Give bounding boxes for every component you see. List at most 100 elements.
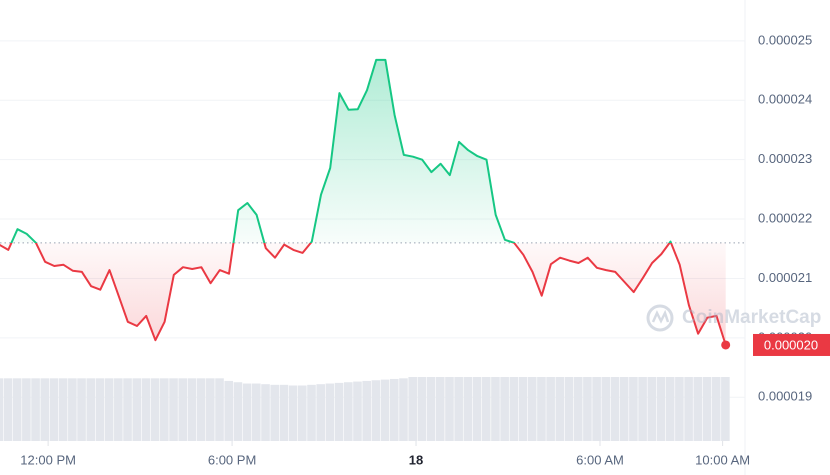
volume-bar [362, 380, 371, 441]
price-tag-label: 0.000020 [764, 337, 818, 352]
volume-bar [555, 377, 565, 441]
volume-bar [472, 377, 482, 441]
volume-bar [583, 377, 592, 441]
volume-bar [187, 378, 197, 441]
y-tick-label: 0.000021 [758, 270, 812, 285]
volume-bar [389, 378, 399, 441]
volume-bar [233, 382, 243, 441]
price-line [0, 58, 727, 346]
volume-bar [86, 378, 96, 441]
volume-bar [242, 383, 252, 441]
area [0, 59, 726, 345]
volume-bar [307, 384, 316, 441]
volume-bar [481, 377, 491, 441]
volume-bar [206, 378, 215, 441]
volume-bar [279, 384, 289, 441]
volume-bar [537, 377, 546, 441]
volume-bar [647, 377, 657, 441]
volume-bar [22, 378, 31, 441]
volume-bar [141, 378, 151, 441]
volume-bar [77, 378, 86, 441]
volume-bar [178, 378, 188, 441]
volume-bar [196, 378, 206, 441]
y-tick-label: 0.000024 [758, 92, 812, 107]
volume-bar [334, 382, 344, 441]
volume-bar [371, 380, 381, 441]
volume-bar [49, 378, 59, 441]
volume-bar [592, 377, 601, 441]
volume-bar [224, 380, 234, 441]
volume-bar [601, 377, 611, 441]
volume-bar [629, 377, 638, 441]
watermark: CoinMarketCap [646, 304, 821, 332]
volume-bar [665, 377, 675, 441]
volume-bar [132, 378, 142, 441]
volume-bar [123, 378, 132, 441]
volume-bar [408, 377, 417, 441]
y-tick-label: 0.000023 [758, 151, 812, 166]
volume-bar [445, 377, 454, 441]
x-tick-label: 6:00 AM [576, 452, 624, 467]
volume-bar [298, 385, 307, 441]
x-tick-label: 6:00 PM [208, 452, 256, 467]
volume-bar [399, 378, 408, 441]
volume-bar [702, 377, 712, 441]
volume-bar [426, 377, 436, 441]
volume-bar [527, 377, 537, 441]
volume-bar [31, 378, 40, 441]
volume-bar [325, 383, 335, 441]
volume-bar [500, 377, 509, 441]
volume-bar [261, 384, 270, 441]
volume-bar [675, 377, 684, 441]
volume-bar [3, 378, 13, 441]
y-tick-label: 0.000019 [758, 389, 812, 404]
volume-bar [58, 378, 68, 441]
volume-bar [95, 378, 105, 441]
watermark-text: CoinMarketCap [682, 307, 821, 328]
volume-bar [721, 377, 730, 441]
volume-bar [150, 378, 160, 441]
volume-bar [518, 377, 528, 441]
x-tick-label: 10:00 AM [695, 452, 750, 467]
volume-bar [288, 385, 298, 441]
volume-bar [270, 384, 280, 441]
volume-bar [711, 377, 721, 441]
volume-bar [546, 377, 555, 441]
volume-bar [380, 379, 390, 441]
volume-bar [564, 377, 574, 441]
watermark-logo [651, 309, 670, 324]
volume-bar [160, 378, 169, 441]
y-tick-label: 0.000025 [758, 32, 812, 47]
volume-bar [435, 377, 445, 441]
volume-bar [454, 377, 463, 441]
price-tag [753, 333, 830, 356]
volume-bar [638, 377, 647, 441]
volume-bar [252, 383, 261, 441]
volume-bar [104, 378, 114, 441]
volume-bar [619, 377, 629, 441]
volume-bar [693, 377, 703, 441]
volume-bar [417, 377, 427, 441]
volume-bar [353, 381, 362, 441]
volume-bar [684, 377, 693, 441]
volume-bar [0, 378, 4, 441]
volume-bar [169, 378, 178, 441]
volume-bar [114, 378, 123, 441]
volume-bar [463, 377, 473, 441]
last-point [721, 340, 731, 350]
volume-bar [573, 377, 583, 441]
volume-bar [40, 378, 50, 441]
volume-bar [656, 377, 666, 441]
x-tick-label: 12:00 PM [20, 452, 76, 467]
volume-bar [343, 382, 353, 441]
volume-bar [509, 377, 519, 441]
volume-bar [610, 377, 620, 441]
watermark-logo [646, 304, 674, 332]
y-tick-label: 0.000022 [758, 210, 812, 225]
volume-bar [316, 384, 325, 441]
volume-bar [68, 378, 77, 441]
x-tick-label: 18 [409, 452, 423, 467]
volume-bar [12, 378, 22, 441]
volume-bar [491, 377, 500, 441]
